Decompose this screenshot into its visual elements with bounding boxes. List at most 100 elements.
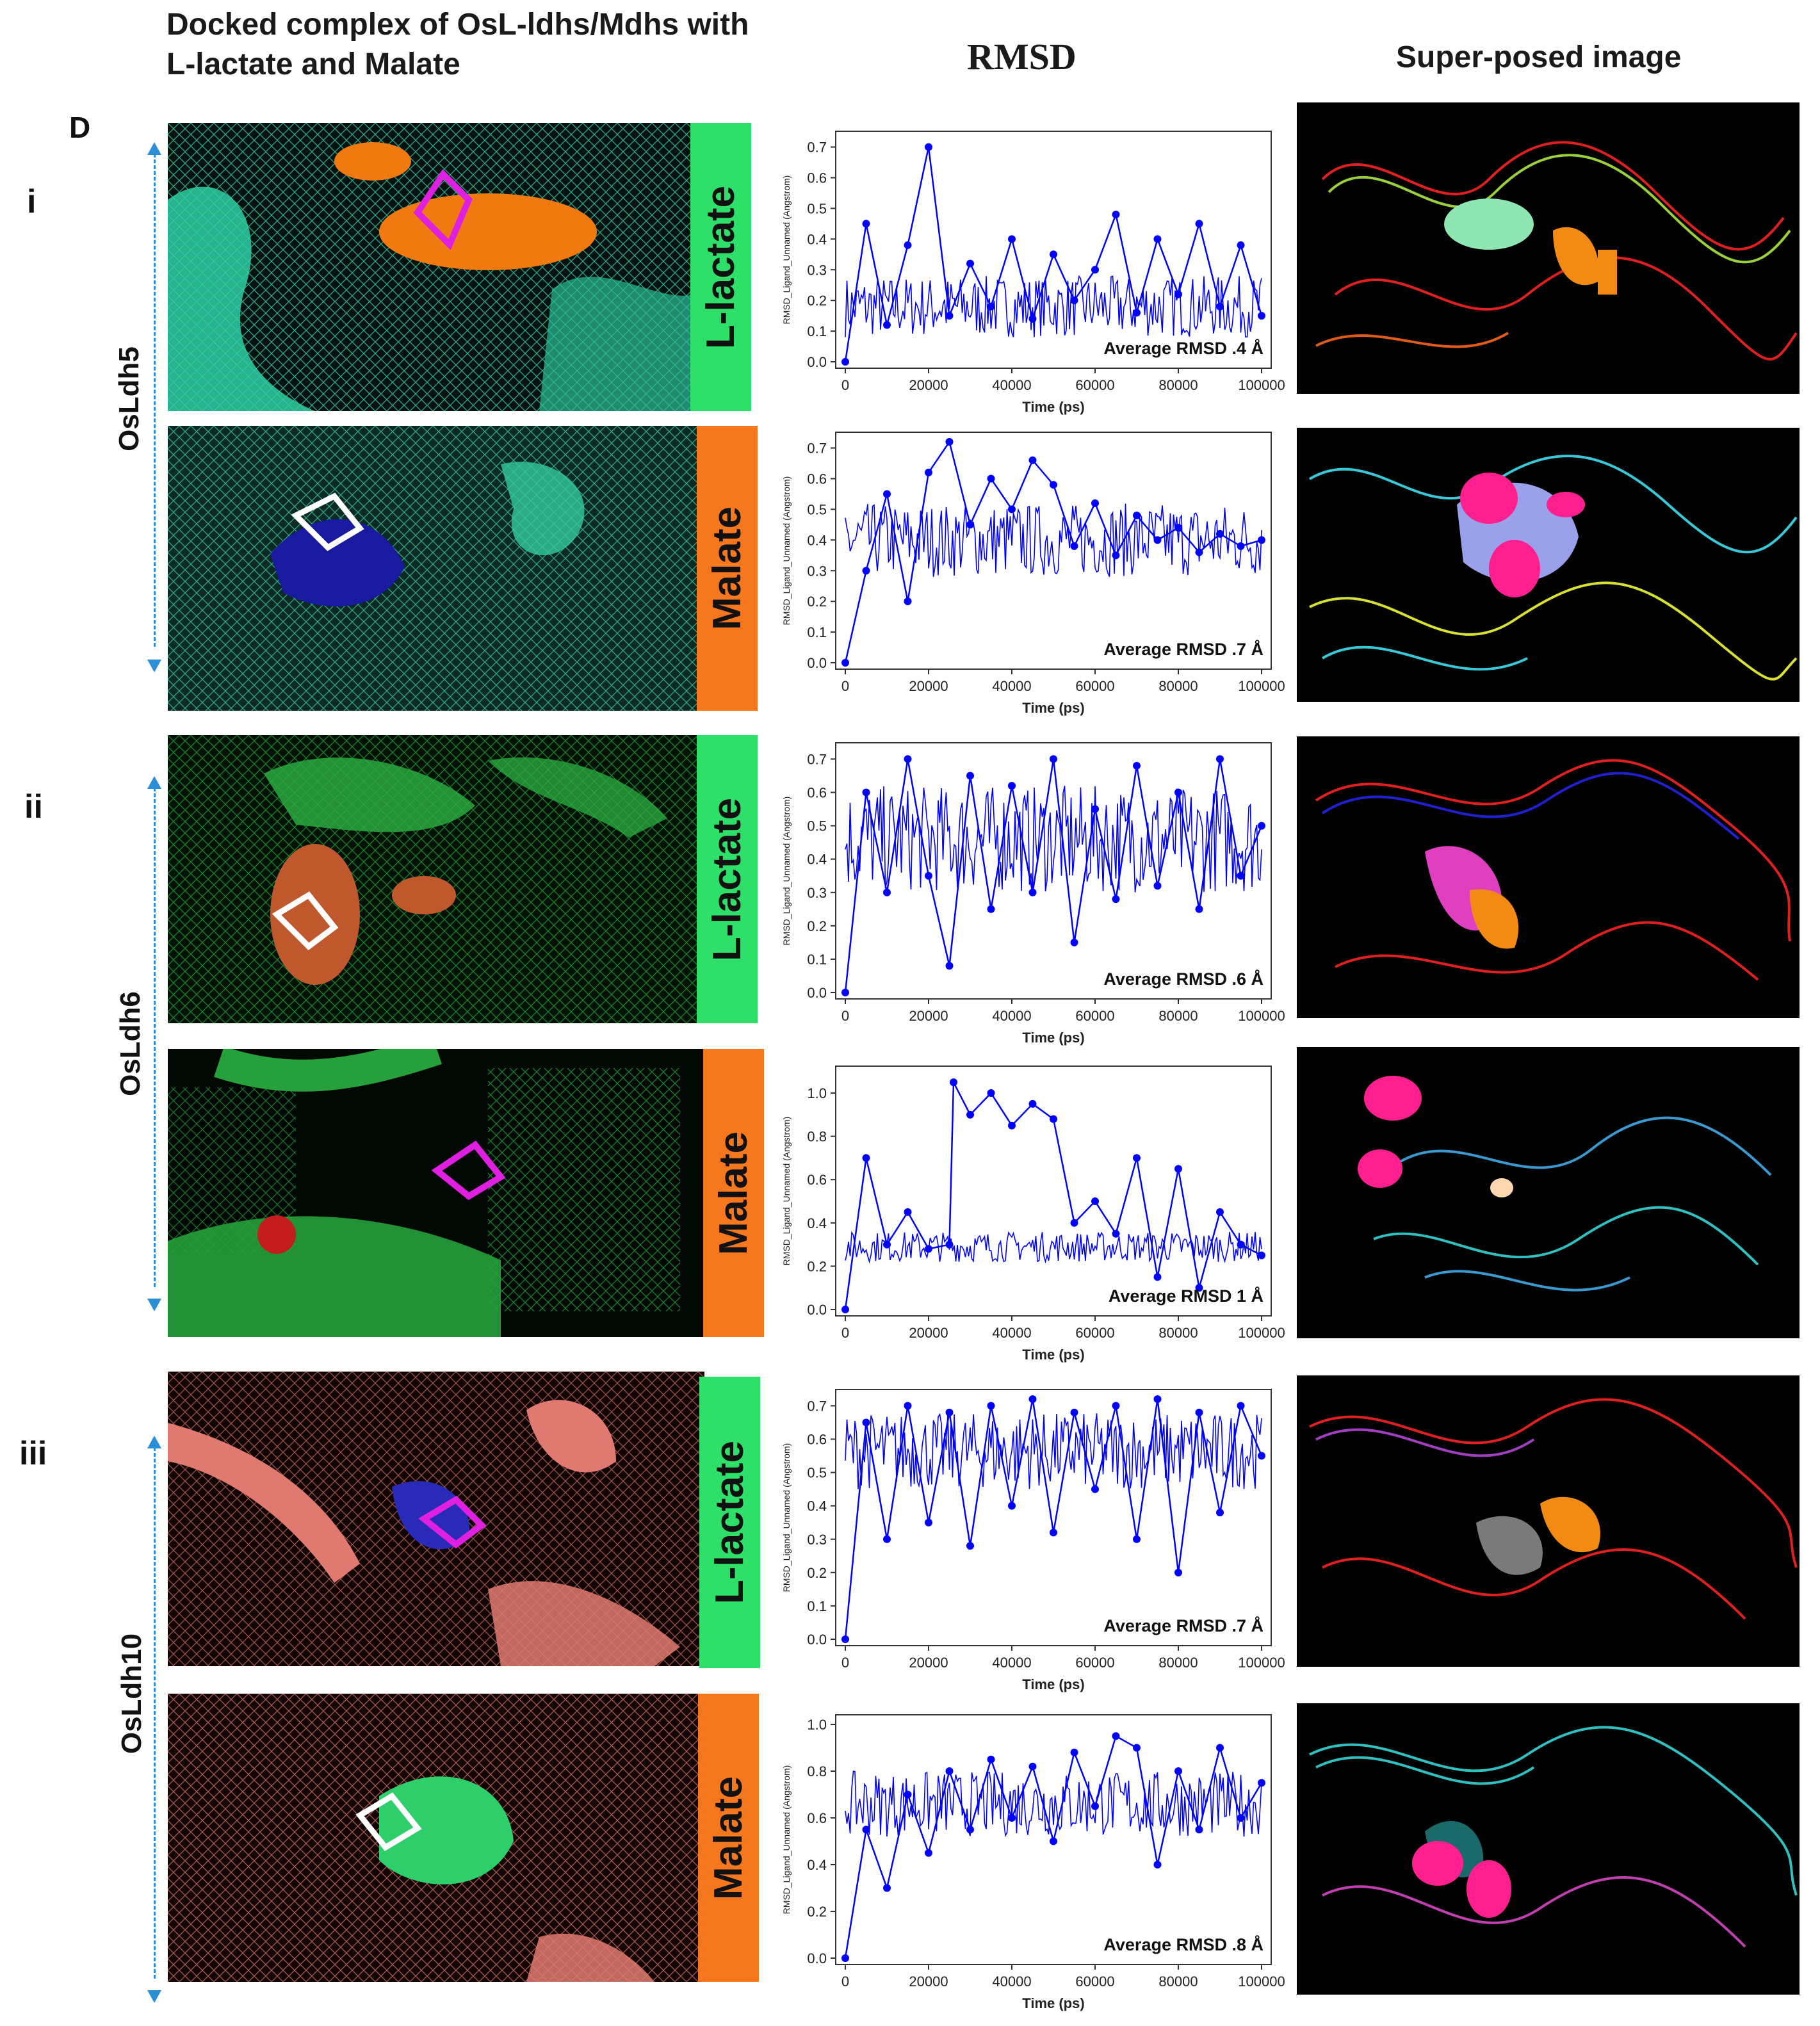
data-point	[1195, 1284, 1203, 1292]
y-axis-label: RMSD_Ligand_Unnamed (Angstrom)	[781, 175, 792, 325]
data-point	[925, 143, 932, 151]
data-point	[1070, 296, 1078, 305]
data-point	[1050, 755, 1057, 763]
data-point	[862, 220, 870, 228]
y-tick-label: 0.4	[807, 1498, 827, 1514]
group-label-i: i	[27, 183, 37, 220]
data-point	[1153, 1273, 1162, 1281]
data-point	[1028, 314, 1037, 323]
y-tick-label: 0.3	[807, 1532, 827, 1548]
data-point	[1070, 542, 1078, 550]
data-point	[1216, 1744, 1224, 1752]
data-point	[1091, 499, 1099, 507]
x-tick-label: 40000	[992, 377, 1031, 393]
x-tick-label: 60000	[1075, 1325, 1114, 1341]
data-point	[966, 259, 974, 268]
plot-frame	[835, 131, 1272, 369]
data-point	[904, 1402, 912, 1410]
y-tick-label: 0.7	[807, 140, 827, 156]
data-point	[1133, 1744, 1141, 1752]
average-rmsd-annotation: Average RMSD 1 Å	[1109, 1286, 1263, 1306]
y-axis-label: RMSD_Ligand_Unnamed (Angstrom)	[781, 476, 792, 626]
data-point	[904, 241, 912, 249]
data-point	[945, 438, 954, 446]
x-tick-label: 20000	[909, 1973, 948, 1990]
series-line	[844, 1082, 1262, 1310]
y-tick-label: 0.1	[807, 323, 827, 339]
rmsd-header: RMSD	[967, 36, 1077, 77]
superposed-image-osldh10-lactate	[1297, 1375, 1800, 1667]
arrow-down-icon	[147, 1299, 161, 1311]
docked-image-osldh5-lactate	[168, 123, 704, 411]
y-tick-label: 0.8	[807, 1763, 827, 1779]
series-noise-line	[845, 1231, 1262, 1264]
series-noise-line	[845, 1413, 1262, 1489]
data-point	[987, 1402, 995, 1410]
data-point	[1195, 220, 1203, 228]
x-axis-label: Time (ps)	[1022, 1347, 1084, 1363]
docked-complex-header: Docked complex of OsL-ldhs/Mdhs with L-l…	[167, 8, 749, 81]
superposed-header: Super-posed image	[1396, 40, 1682, 74]
data-point	[1050, 481, 1057, 489]
x-tick-label: 20000	[909, 1008, 948, 1024]
data-point	[1237, 1402, 1245, 1410]
x-axis-label: Time (ps)	[1022, 1995, 1084, 2011]
rmsd-plot-osldh6-lactate: 0 20000 40000 60000 80000 100000 0.0 0.1 0.2 0.3 0…	[765, 736, 1285, 1053]
y-axis-label: RMSD_Ligand_Unnamed (Angstrom)	[781, 1443, 792, 1592]
y-tick-label: 0.0	[807, 1632, 827, 1648]
data-point	[904, 755, 912, 763]
y-tick-label: 0.2	[807, 293, 827, 309]
series-noise	[845, 275, 1262, 338]
plot-frame	[835, 432, 1272, 670]
data-point	[1133, 1154, 1141, 1162]
y-tick-label: 0.4	[807, 1857, 827, 1873]
x-tick-label: 80000	[1158, 1008, 1198, 1024]
x-tick-label: 60000	[1075, 377, 1114, 393]
data-point	[1070, 1408, 1078, 1416]
docked-image-osldh6-malate	[168, 1049, 704, 1337]
x-tick-label: 20000	[909, 377, 948, 393]
data-point	[1112, 895, 1120, 904]
data-point	[841, 989, 849, 996]
superposed-image-osldh6-malate	[1297, 1047, 1800, 1338]
ligand-tag-lactate: L-lactate	[697, 735, 758, 1023]
x-axis-label: Time (ps)	[1022, 399, 1084, 415]
y-tick-label: 0.8	[807, 1129, 827, 1145]
x-tick-label: 80000	[1158, 1973, 1198, 1990]
x-tick-label: 60000	[1075, 1973, 1114, 1990]
average-rmsd-annotation: Average RMSD .7 Å	[1103, 639, 1263, 659]
y-tick-label: 0.0	[807, 1302, 827, 1318]
data-point	[1258, 536, 1265, 544]
plot-frame	[835, 1066, 1272, 1317]
data-point	[1133, 1535, 1141, 1543]
data-point	[966, 1110, 974, 1119]
data-point	[1258, 312, 1265, 320]
rmsd-plot-osldh10-lactate: 0 20000 40000 60000 80000 100000 0.0 0.1 0.2 0.3 0…	[765, 1383, 1285, 1700]
x-tick-label: 60000	[1075, 1008, 1114, 1024]
data-point	[1008, 1121, 1016, 1130]
data-point	[945, 312, 954, 320]
data-point	[1258, 1452, 1265, 1460]
y-tick-label: 0.3	[807, 262, 827, 278]
range-arrow-line	[154, 788, 156, 1287]
data-point	[862, 1154, 870, 1162]
data-point	[904, 1790, 912, 1799]
group-label-iii: iii	[19, 1435, 47, 1472]
rmsd-plot-osldh5-lactate: 0 20000 40000 60000 80000 100000 0.0 0.1 0.2 0.3 0…	[765, 125, 1285, 423]
data-point	[904, 1208, 912, 1216]
data-point	[987, 474, 995, 483]
data-point	[1153, 235, 1162, 243]
data-point	[1174, 290, 1182, 298]
data-point	[1050, 1115, 1057, 1123]
x-tick-label: 80000	[1158, 1655, 1198, 1671]
data-point	[1091, 1485, 1099, 1493]
data-point	[904, 597, 912, 606]
series-noise-line	[845, 503, 1262, 577]
data-point	[1112, 1229, 1120, 1238]
data-point	[925, 871, 932, 880]
docked-image-osldh5-malate	[168, 426, 704, 711]
x-tick-label: 100000	[1238, 678, 1285, 694]
y-tick-label: 0.6	[807, 170, 827, 186]
y-tick-label: 0.1	[807, 1598, 827, 1614]
arrow-down-icon	[147, 660, 161, 672]
